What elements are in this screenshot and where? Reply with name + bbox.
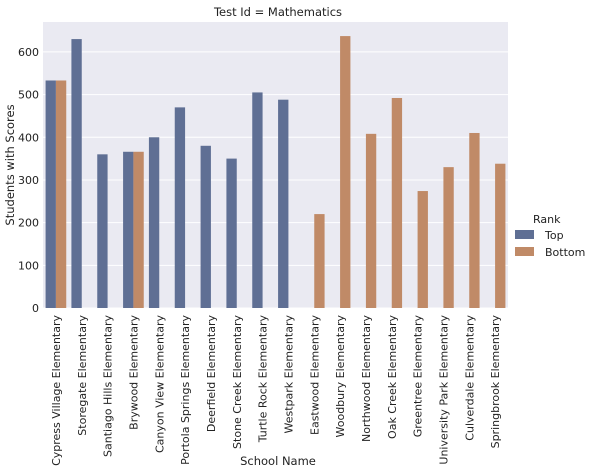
bar-top xyxy=(278,99,289,309)
y-tick-label: 600 xyxy=(18,46,39,59)
bar-bottom xyxy=(391,97,403,308)
x-tick-label: University Park Elementary xyxy=(437,315,450,465)
x-tick-label: Oak Creek Elementary xyxy=(386,315,399,439)
x-tick-label: Deerfield Elementary xyxy=(205,315,218,433)
bar-bottom xyxy=(417,191,428,308)
y-tick-label: 300 xyxy=(18,174,39,187)
x-tick-label: Storegate Elementary xyxy=(76,315,89,436)
x-tick-labels: Cypress Village Elementary Storegate Elem… xyxy=(50,315,502,466)
bar-bottom xyxy=(340,36,351,308)
bar-top xyxy=(252,92,263,309)
x-tick-label: Springbrook Elementary xyxy=(489,315,502,449)
bar-bottom xyxy=(469,132,480,308)
x-tick-label: Woodbury Elementary xyxy=(334,315,347,438)
x-tick-label: Cypress Village Elementary xyxy=(50,315,63,466)
bar-top xyxy=(123,151,134,308)
bar-top xyxy=(71,39,82,309)
legend-swatch-bottom xyxy=(515,247,534,256)
x-tick-label: Turtle Rock Elementary xyxy=(257,315,270,444)
x-tick-label: Portola Springs Elementary xyxy=(179,315,192,465)
x-tick-label: Northwood Elementary xyxy=(360,315,373,443)
y-tick-label: 100 xyxy=(18,259,39,272)
x-tick-label: Canyon View Elementary xyxy=(153,315,166,454)
x-tick-label: Westpark Elementary xyxy=(282,315,295,434)
legend-swatch-top xyxy=(515,230,534,239)
x-tick-label: Culverdale Elementary xyxy=(463,315,476,441)
bar-bottom xyxy=(495,163,506,308)
plot-background xyxy=(43,22,508,308)
bar-top xyxy=(200,145,211,308)
bar-top xyxy=(97,154,108,308)
chart-title: Test Id = Mathematics xyxy=(213,5,342,19)
x-tick-label: Eastwood Elementary xyxy=(308,315,321,435)
legend-label-top: Top xyxy=(544,229,564,242)
legend-title: Rank xyxy=(533,213,561,226)
gridlines xyxy=(43,51,508,309)
bar-top xyxy=(226,158,237,308)
bar-bottom xyxy=(365,133,377,308)
x-tick-label: Santiago Hills Elementary xyxy=(102,315,115,457)
legend: Rank Top Bottom xyxy=(515,213,585,259)
bar-top xyxy=(174,107,186,308)
x-axis-title: School Name xyxy=(240,454,316,468)
bars xyxy=(45,36,506,309)
y-axis-title: Students with Scores xyxy=(3,104,17,225)
bar-bottom xyxy=(55,80,67,309)
bar-top xyxy=(148,137,160,308)
y-tick-label: 400 xyxy=(18,131,39,144)
bar-bottom xyxy=(443,167,454,308)
y-tick-label: 0 xyxy=(32,302,39,315)
y-tick-label: 200 xyxy=(18,217,39,230)
y-tick-labels: 0 100 200 300 400 500 600 xyxy=(18,46,39,315)
x-tick-label: Greentree Elementary xyxy=(412,315,425,438)
bar-bottom xyxy=(133,151,144,308)
bar-bottom xyxy=(314,214,325,308)
y-tick-label: 500 xyxy=(18,89,39,102)
legend-label-bottom: Bottom xyxy=(545,246,585,259)
x-tick-label: Stone Creek Elementary xyxy=(231,315,244,449)
x-tick-label: Brywood Elementary xyxy=(127,315,140,430)
bar-top xyxy=(45,80,56,309)
